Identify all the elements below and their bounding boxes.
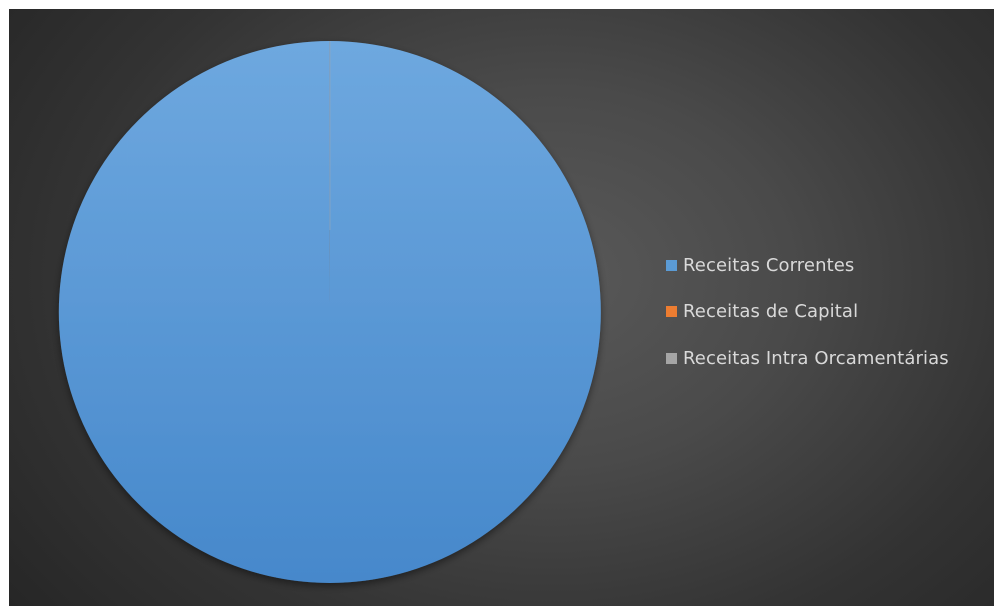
legend-swatch [666, 306, 677, 317]
legend-item: Receitas de Capital [666, 300, 949, 324]
legend-label: Receitas de Capital [683, 301, 859, 322]
legend-label: Receitas Intra Orcamentárias [683, 347, 949, 369]
pie-slices [58, 40, 601, 583]
legend-item: Receitas Intra Orcamentárias [666, 346, 949, 370]
legend-item: Receitas Correntes [666, 253, 949, 277]
legend-swatch [666, 352, 677, 364]
legend-swatch [666, 259, 677, 271]
pie-slice-receitas-correntes [58, 41, 601, 583]
legend-label: Receitas Correntes [683, 254, 855, 276]
pie-chart [58, 40, 601, 583]
legend: Receitas Correntes Receitas de Capital Rec… [666, 253, 949, 393]
chart-area: Receitas Correntes Receitas de Capital Rec… [9, 9, 994, 606]
